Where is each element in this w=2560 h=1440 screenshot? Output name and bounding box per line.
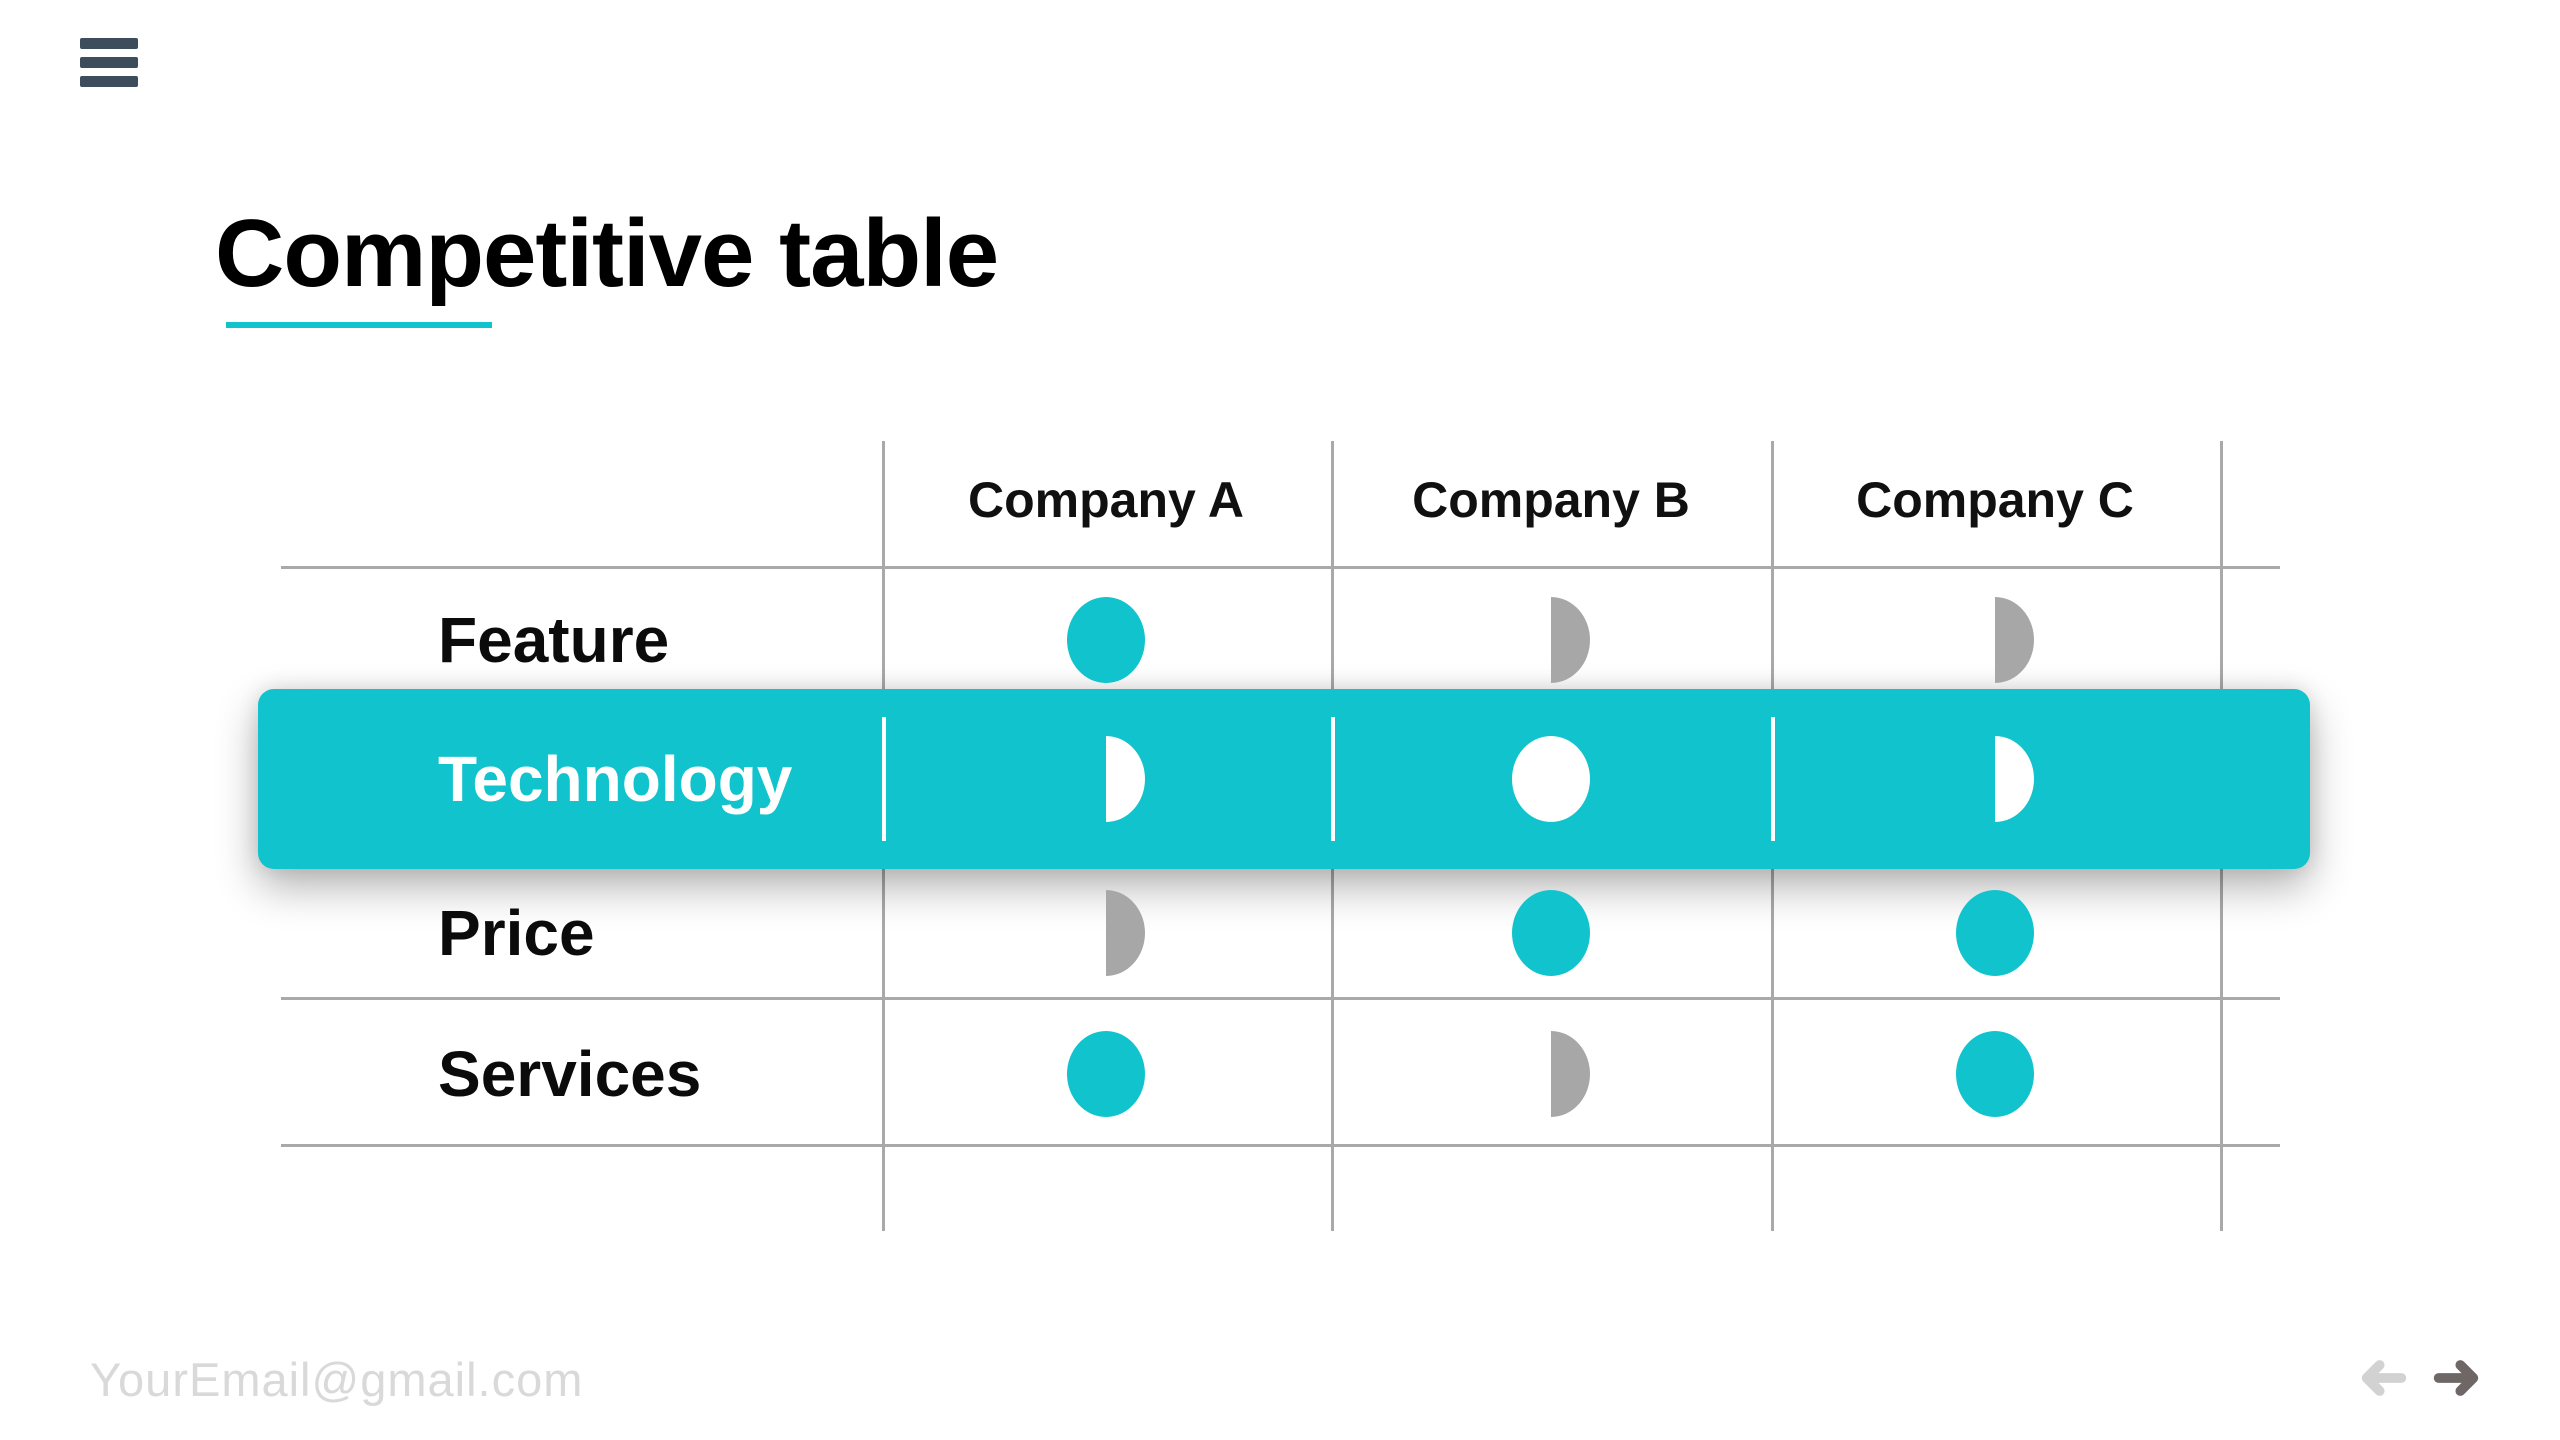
grid-line-horizontal (281, 997, 2280, 1000)
half-circle (1551, 597, 1590, 683)
grid-line-horizontal (281, 1144, 2280, 1147)
half-circle (1106, 890, 1145, 976)
highlight-column-separator (882, 717, 886, 841)
slide-title: Competitive table (215, 200, 999, 307)
full-circle (1956, 890, 2034, 976)
hamburger-menu-button[interactable] (80, 38, 140, 88)
full-circle (1067, 597, 1145, 683)
grid-line-horizontal (281, 566, 2280, 569)
half-circle (1551, 1031, 1590, 1117)
prev-slide-button[interactable] (2358, 1352, 2410, 1404)
row-label: Technology (438, 743, 793, 815)
full-circle (1512, 736, 1590, 822)
column-header: Company A (968, 472, 1244, 528)
column-header: Company B (1412, 472, 1690, 528)
highlight-column-separator (1331, 717, 1335, 841)
next-slide-button[interactable] (2430, 1352, 2482, 1404)
arrow-left-icon (2358, 1352, 2410, 1404)
title-underline (226, 322, 492, 328)
column-header: Company C (1856, 472, 2134, 528)
full-circle (1067, 1031, 1145, 1117)
half-circle (1995, 597, 2034, 683)
row-label: Price (438, 897, 595, 969)
hamburger-menu-icon (80, 38, 140, 87)
arrow-right-icon (2430, 1352, 2482, 1404)
highlight-row-bar (258, 689, 2310, 869)
footer-email: YourEmail@gmail.com (90, 1353, 584, 1406)
highlight-column-separator (1771, 717, 1775, 841)
row-label: Feature (438, 604, 670, 676)
full-circle (1956, 1031, 2034, 1117)
full-circle (1512, 890, 1590, 976)
row-label: Services (438, 1038, 702, 1110)
